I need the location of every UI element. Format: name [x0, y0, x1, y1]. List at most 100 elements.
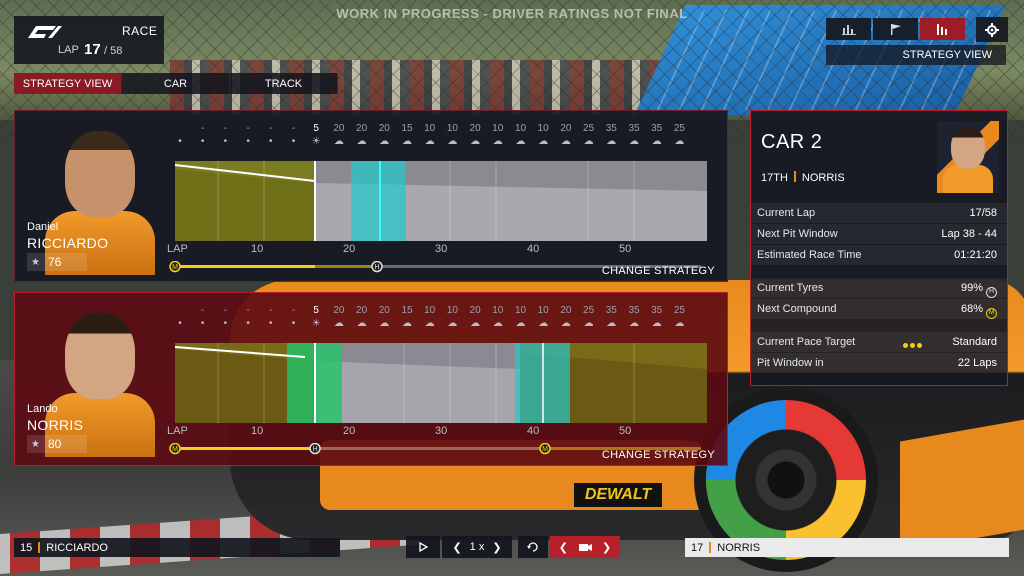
weather-icon: ☁ — [606, 318, 617, 329]
weather-icon: ☁ — [629, 318, 639, 329]
camera-nav[interactable]: ❮ ❯ — [550, 536, 620, 558]
weather-slot: 20 ☁ — [555, 123, 577, 149]
lap-total: / 58 — [104, 45, 123, 57]
bar-chart-button[interactable] — [826, 18, 871, 40]
lap-axis-label: LAP — [167, 243, 188, 255]
weather-slot: 35 ☁ — [600, 123, 622, 149]
rain-chance: 20 — [333, 305, 345, 316]
sponsor-logo: DEWALT — [574, 483, 662, 507]
weather-slot: - • — [192, 123, 214, 149]
weather-icon: ☁ — [538, 318, 549, 329]
weather-slot: 20 ☁ — [373, 123, 395, 149]
weather-slot: - • — [214, 123, 236, 149]
weather-icon: • — [178, 136, 182, 147]
weather-icon: ☁ — [424, 318, 435, 329]
medium-wear-fill — [175, 169, 315, 241]
tab-strategy-view[interactable]: STRATEGY VIEW — [14, 73, 122, 94]
lap-tick-10: 10 — [251, 425, 264, 437]
weather-icon: ☁ — [333, 136, 344, 147]
weather-icon: • — [246, 136, 250, 147]
rain-chance: 10 — [424, 123, 436, 134]
speed-up-icon[interactable]: ❯ — [492, 541, 502, 554]
weather-slot: - • — [260, 305, 282, 331]
rain-chance: 10 — [514, 123, 527, 134]
weather-slot: 5 ☀ — [305, 123, 327, 149]
rain-chance: 10 — [537, 123, 549, 134]
next-car-icon[interactable]: ❯ — [602, 541, 612, 554]
strategy-bars-button[interactable] — [920, 18, 965, 40]
lap-axis-label: LAP — [167, 425, 188, 437]
rain-chance: - — [269, 305, 273, 316]
tyre-wear-graph — [175, 343, 707, 423]
weather-slot: 10 ☁ — [441, 305, 463, 331]
weather-icon: • — [223, 318, 228, 329]
flag-icon — [890, 24, 901, 35]
driver-rating: ★ 80 — [27, 435, 87, 453]
weather-icon: • — [200, 136, 205, 147]
rain-chance: 10 — [446, 305, 458, 316]
wear-line — [175, 346, 306, 358]
weather-slot: 25 ☁ — [578, 305, 600, 331]
weather-slot: 20 ☁ — [328, 305, 350, 331]
weather-icon: ☁ — [674, 136, 685, 147]
rain-chance: 35 — [628, 123, 640, 134]
driver-first-name: Daniel — [27, 221, 59, 233]
rain-chance: - — [291, 305, 296, 316]
tab-car[interactable]: CAR — [122, 73, 230, 94]
driver-tag-left[interactable]: 15 RICCIARDO — [14, 538, 340, 557]
medium-tyre-icon — [169, 261, 181, 273]
rain-chance: 35 — [605, 305, 617, 316]
lap-tick-50: 50 — [619, 243, 632, 255]
rain-chance: 10 — [492, 305, 504, 316]
strategy-chart[interactable]: • - • - • - • - • - • 5 ☀ 20 ☁ 20 ☁ 20 ☁ 15 ☁ 10 ☁ 10 ☁ 20 ☁ 10 ☁ 10 ☁… — [167, 301, 722, 461]
driver-tag-right[interactable]: 17 NORRIS — [685, 538, 1009, 557]
rating-star-icon: ★ — [31, 256, 40, 268]
weather-icon: ☁ — [651, 318, 662, 329]
rain-chance: 5 — [313, 305, 319, 316]
flag-button[interactable] — [873, 18, 918, 40]
weather-icon: ☁ — [470, 136, 481, 147]
weather-icon: ☁ — [560, 136, 571, 147]
weather-slot: - • — [283, 305, 305, 331]
stint-timeline: M H — [169, 261, 701, 273]
medium-tyre-icon: M — [986, 308, 997, 319]
weather-icon: ☁ — [629, 136, 639, 147]
change-strategy-button[interactable]: CHANGE STRATEGY — [601, 449, 715, 461]
car-info-panel: CAR 2 17TH NORRIS Current Lap 17/58 Next … — [750, 110, 1008, 386]
play-button[interactable] — [406, 536, 440, 558]
row-pace-target[interactable]: Current Pace Target Standard — [751, 332, 1007, 352]
car-camera-icon — [579, 544, 592, 551]
rain-chance: - — [201, 123, 205, 134]
lap-tick-30: 30 — [435, 243, 448, 255]
weather-icon: ☁ — [515, 318, 526, 329]
race-car-wing — [900, 418, 1024, 552]
weather-slot: 10 ☁ — [532, 305, 554, 331]
settings-button[interactable] — [976, 17, 1008, 42]
svg-text:H: H — [374, 264, 379, 271]
driver-name: RICCIARDO — [46, 541, 108, 554]
camera-button[interactable] — [518, 536, 548, 558]
pit-window — [351, 161, 406, 241]
speed-down-icon[interactable]: ❮ — [452, 541, 462, 554]
rain-chance — [169, 305, 191, 317]
rain-chance: 20 — [469, 123, 481, 134]
rain-chance: 10 — [537, 305, 549, 316]
driver-position: 17 — [691, 541, 704, 554]
rain-chance: 5 — [313, 123, 319, 134]
tyre-wear-plot — [175, 161, 707, 241]
weather-forecast: • - • - • - • - • - • 5 ☀ 20 ☁ 20 ☁ 20 ☁ 15 ☁ 10 ☁ 10 ☁ 20 ☁ 10 ☁ 10 ☁… — [167, 305, 722, 339]
lap-tick-20: 20 — [343, 425, 356, 437]
rain-chance: 20 — [378, 123, 390, 134]
weather-slot: - • — [192, 305, 214, 331]
rain-chance: 25 — [583, 123, 595, 134]
tab-track[interactable]: TRACK — [230, 73, 338, 94]
rain-chance: - — [223, 305, 228, 316]
prev-car-icon[interactable]: ❮ — [558, 541, 568, 554]
speed-control[interactable]: ❮ 1 x ❯ — [442, 536, 512, 558]
change-strategy-button[interactable]: CHANGE STRATEGY — [601, 265, 715, 277]
rain-chance: 20 — [356, 305, 368, 316]
strategy-chart[interactable]: • - • - • - • - • - • 5 ☀ 20 ☁ 20 ☁ 20 ☁ 15 ☁ 10 ☁ 10 ☁ 20 ☁ 10 ☁ 10 ☁… — [167, 119, 722, 279]
tyre-wear-graph — [175, 161, 707, 241]
rain-chance: 20 — [560, 305, 572, 316]
weather-icon: • — [269, 318, 273, 329]
